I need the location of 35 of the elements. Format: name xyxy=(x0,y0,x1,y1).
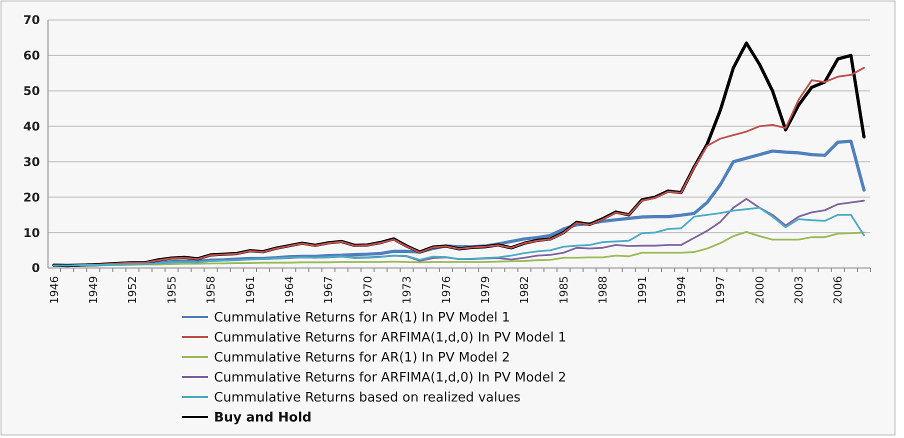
x-tick-label: 1967 xyxy=(322,276,336,304)
x-tick-label: 1955 xyxy=(165,276,178,304)
y-tick-label: 70 xyxy=(23,13,40,28)
x-tick-label: 1946 xyxy=(48,276,61,304)
x-tick-label: 1952 xyxy=(126,276,140,304)
x-tick-label: 1958 xyxy=(204,276,218,304)
x-tick-label: 1949 xyxy=(87,276,100,304)
x-tick-label: 1979 xyxy=(478,276,492,304)
y-tick-label: 60 xyxy=(23,48,40,63)
y-tick-label: 0 xyxy=(32,261,40,276)
x-tick-label: 1994 xyxy=(674,276,688,304)
x-tick-label: 2006 xyxy=(832,276,845,304)
y-tick-label: 30 xyxy=(23,154,40,169)
x-tick-label: 1997 xyxy=(714,276,728,304)
y-tick-label: 50 xyxy=(23,84,40,98)
x-tick-label: 2000 xyxy=(753,276,766,304)
legend-label: Cummulative Returns based on realized values xyxy=(214,390,521,406)
legend-label: Cummulative Returns for ARFIMA(1,d,0) In PV Model 1 xyxy=(214,330,566,346)
x-tick-label: 1988 xyxy=(596,276,610,304)
x-tick-label: 1982 xyxy=(518,276,532,304)
y-tick-label: 40 xyxy=(23,119,40,134)
x-tick-label: 1991 xyxy=(636,276,649,304)
legend-label: Cummulative Returns for AR(1) In PV Model 1 xyxy=(214,310,510,326)
legend-label: Cummulative Returns for ARFIMA(1,d,0) In PV Model 2 xyxy=(214,370,566,386)
y-tick-label: 20 xyxy=(23,190,40,204)
x-tick-label: 1973 xyxy=(400,276,414,304)
x-tick-label: 2003 xyxy=(792,276,806,304)
y-tick-label: 10 xyxy=(23,226,40,240)
x-tick-label: 1970 xyxy=(361,276,374,304)
legend-label: Cummulative Returns for AR(1) In PV Model 2 xyxy=(214,350,510,366)
x-tick-label: 1961 xyxy=(244,276,257,304)
x-tick-label: 1964 xyxy=(283,276,296,304)
x-tick-label: 1985 xyxy=(557,276,570,304)
legend-label: Buy and Hold xyxy=(214,410,312,426)
x-tick-label: 1976 xyxy=(440,276,453,304)
